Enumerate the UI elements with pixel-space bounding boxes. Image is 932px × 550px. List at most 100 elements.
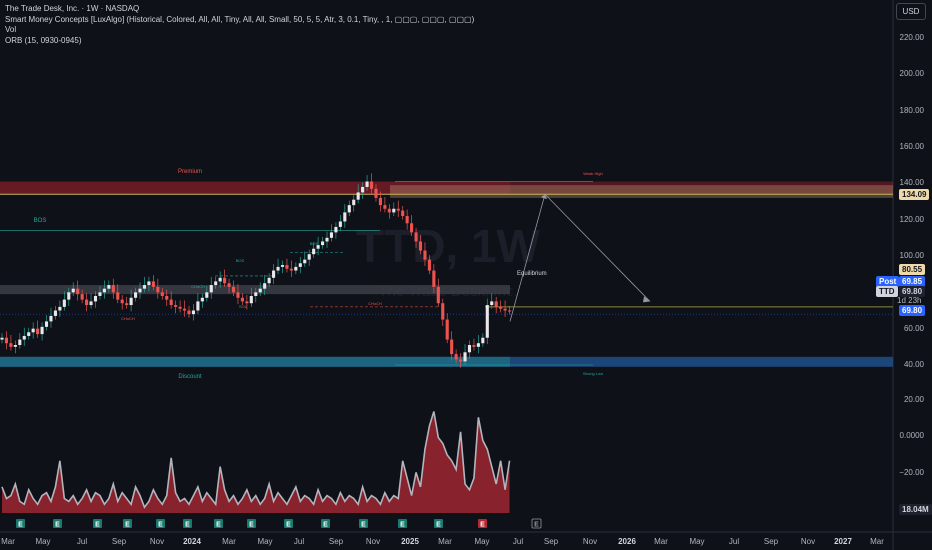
time-axis-label: Mar xyxy=(1,537,15,546)
earnings-marker-label[interactable]: E xyxy=(185,522,190,529)
earnings-marker-label[interactable]: E xyxy=(534,522,539,529)
candle-body xyxy=(499,306,503,309)
earnings-marker-label[interactable]: E xyxy=(125,522,130,529)
candle-body xyxy=(334,226,338,233)
candle-body xyxy=(312,248,316,255)
earnings-marker[interactable] xyxy=(16,519,25,528)
legend-title[interactable]: The Trade Desk, Inc. · 1W · NASDAQ xyxy=(5,4,140,13)
candle-body xyxy=(378,197,382,206)
candle-body xyxy=(383,205,387,209)
candle-body xyxy=(423,250,427,260)
candle-body xyxy=(209,285,213,293)
candle-body xyxy=(494,301,498,307)
candle-body xyxy=(258,288,262,293)
volume-area xyxy=(2,411,510,513)
earnings-marker-label[interactable]: E xyxy=(55,522,60,529)
bos-label-2: BOS xyxy=(236,258,245,263)
candle-body xyxy=(36,328,40,335)
time-axis-label: Sep xyxy=(763,537,779,546)
symbol-watermark: TTD, 1W xyxy=(356,220,541,272)
candle-body xyxy=(53,310,57,316)
price-axis-label: 120.00 xyxy=(899,214,924,224)
earnings-marker-label[interactable]: E xyxy=(18,522,23,529)
candle-body xyxy=(454,354,458,360)
choch-label-3: CHoCH xyxy=(368,301,382,306)
price-tag-80: 80.55 xyxy=(899,264,926,275)
earnings-marker[interactable] xyxy=(156,519,165,528)
earnings-marker[interactable] xyxy=(183,519,192,528)
candle-body xyxy=(427,259,431,271)
candle-body xyxy=(343,212,347,222)
legend-volume-indicator[interactable]: Vol xyxy=(5,25,17,34)
earnings-marker[interactable] xyxy=(284,519,293,528)
candle-body xyxy=(76,288,80,295)
earnings-marker[interactable] xyxy=(321,519,330,528)
volume-axis-label: −20.00 xyxy=(899,468,924,477)
earnings-marker-label[interactable]: E xyxy=(158,522,163,529)
earnings-marker-label[interactable]: E xyxy=(286,522,291,529)
time-axis-label: 2026 xyxy=(618,537,636,546)
candle-body xyxy=(44,321,49,327)
candle-body xyxy=(418,241,423,251)
legend-orb-indicator[interactable]: ORB (15, 0930-0945) xyxy=(5,35,82,45)
legend-smc-indicator[interactable]: Smart Money Concepts [LuxAlgo] (Historic… xyxy=(5,14,475,24)
earnings-marker-label[interactable]: E xyxy=(95,522,100,529)
candle-body xyxy=(485,305,489,338)
bos-label-1: BOS xyxy=(310,241,319,246)
candle-body xyxy=(298,263,302,267)
candle-body xyxy=(205,292,209,298)
time-axis-label: May xyxy=(689,537,705,546)
projection-arrowhead-2 xyxy=(643,296,650,303)
earnings-marker[interactable] xyxy=(53,519,62,528)
earnings-marker-label[interactable]: E xyxy=(216,522,221,529)
candle-body xyxy=(503,308,507,311)
candle-body xyxy=(320,241,325,246)
candle-body xyxy=(476,343,480,347)
time-axis-label: Nov xyxy=(365,537,381,546)
price-axis-label: 40.00 xyxy=(903,360,924,369)
earnings-marker-label[interactable]: E xyxy=(480,522,485,529)
earnings-marker[interactable] xyxy=(214,519,223,528)
candle-body xyxy=(231,286,236,293)
earnings-marker-label[interactable]: E xyxy=(361,522,366,529)
candle-body xyxy=(4,337,9,344)
earnings-marker[interactable] xyxy=(531,518,542,529)
earnings-marker-label[interactable]: E xyxy=(249,522,254,529)
earnings-marker[interactable] xyxy=(359,519,368,528)
earnings-marker-label[interactable]: E xyxy=(436,522,441,529)
premium-zone-left xyxy=(0,181,510,195)
candle-body xyxy=(329,232,334,238)
candle-body xyxy=(27,332,31,336)
earnings-marker[interactable] xyxy=(478,519,487,528)
earnings-marker[interactable] xyxy=(434,519,443,528)
time-axis-label: Nov xyxy=(149,537,165,546)
earnings-marker[interactable] xyxy=(123,519,132,528)
candle-body xyxy=(18,339,22,346)
candle-body xyxy=(285,265,289,269)
earnings-marker[interactable] xyxy=(398,519,407,528)
currency-button[interactable]: USD xyxy=(896,3,926,20)
candle-body xyxy=(22,335,26,340)
earnings-marker-label[interactable]: E xyxy=(400,522,405,529)
choch-label-2: CHoCH xyxy=(121,316,135,321)
candle-body xyxy=(338,221,342,227)
candle-body xyxy=(490,301,494,306)
candle-body xyxy=(102,288,106,293)
earnings-marker[interactable] xyxy=(93,519,102,528)
time-axis-label: Jul xyxy=(293,537,305,546)
candle-body xyxy=(214,281,218,286)
time-axis-label: 2024 xyxy=(183,537,201,546)
candle-body xyxy=(432,270,436,287)
candle-body xyxy=(410,223,414,233)
candle-body xyxy=(31,328,35,333)
candle-body xyxy=(40,326,44,335)
candle-body xyxy=(147,281,151,286)
time-axis-label: May xyxy=(474,537,490,546)
earnings-marker-label[interactable]: E xyxy=(323,522,328,529)
candle-body xyxy=(307,254,311,260)
candle-body xyxy=(169,299,173,306)
earnings-marker[interactable] xyxy=(247,519,256,528)
candle-body xyxy=(62,299,66,307)
